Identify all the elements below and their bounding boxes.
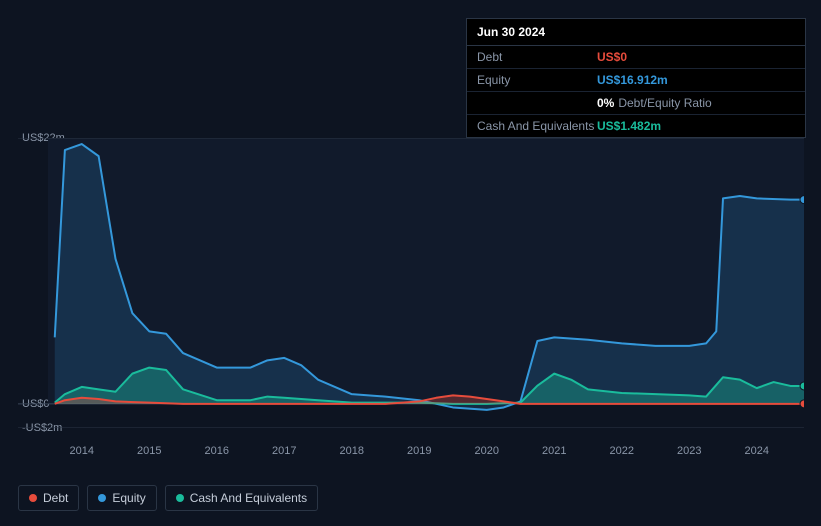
tooltip-row-suffix: Debt/Equity Ratio xyxy=(618,96,711,110)
chart-legend: Debt Equity Cash And Equivalents xyxy=(18,485,318,511)
x-axis-label: 2015 xyxy=(137,445,161,457)
legend-item-equity[interactable]: Equity xyxy=(87,485,156,511)
tooltip-row: 0% Debt/Equity Ratio xyxy=(467,92,805,115)
legend-item-debt[interactable]: Debt xyxy=(18,485,79,511)
tooltip-row-value: US$0 xyxy=(597,50,627,64)
x-axis-label: 2017 xyxy=(272,445,296,457)
legend-item-cash-and-equivalents[interactable]: Cash And Equivalents xyxy=(165,485,318,511)
x-axis-label: 2016 xyxy=(205,445,229,457)
x-axis-label: 2019 xyxy=(407,445,431,457)
x-axis-label: 2022 xyxy=(610,445,634,457)
tooltip-row-value: 0% xyxy=(597,96,614,110)
tooltip-row: DebtUS$0 xyxy=(467,46,805,69)
x-axis-label: 2014 xyxy=(70,445,94,457)
legend-label: Equity xyxy=(112,491,145,505)
x-axis-label: 2024 xyxy=(745,445,769,457)
x-axis-label: 2021 xyxy=(542,445,566,457)
x-axis-label: 2018 xyxy=(340,445,364,457)
tooltip-row: EquityUS$16.912m xyxy=(467,69,805,92)
legend-dot-icon xyxy=(176,494,184,502)
tooltip-row-value: US$16.912m xyxy=(597,73,668,87)
tooltip-row-label xyxy=(477,96,597,110)
tooltip-row-label: Debt xyxy=(477,50,597,64)
tooltip-date: Jun 30 2024 xyxy=(467,19,805,46)
legend-dot-icon xyxy=(29,494,37,502)
x-axis-label: 2023 xyxy=(677,445,701,457)
debt-equity-chart: US$22mUS$0-US$2m 20142015201620172018201… xyxy=(18,120,804,450)
x-axis-labels: 2014 2015 2016 2017 2018 2019 2020 2021 2022 2023… xyxy=(18,445,804,465)
legend-label: Debt xyxy=(43,491,68,505)
legend-dot-icon xyxy=(98,494,106,502)
tooltip-row-label: Equity xyxy=(477,73,597,87)
legend-label: Cash And Equivalents xyxy=(190,491,307,505)
chart-plot-area xyxy=(18,138,804,428)
x-axis-label: 2020 xyxy=(475,445,499,457)
